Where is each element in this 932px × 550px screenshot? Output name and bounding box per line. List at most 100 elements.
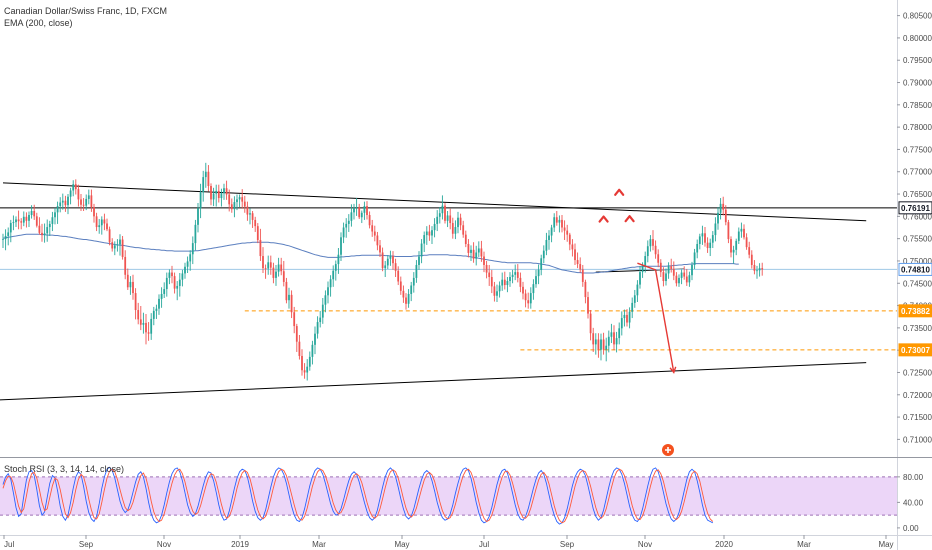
candle[interactable] — [436, 210, 439, 232]
candle[interactable] — [576, 252, 579, 269]
candle[interactable] — [360, 210, 363, 224]
candle[interactable] — [308, 351, 311, 371]
candle[interactable] — [548, 230, 550, 250]
candle[interactable] — [113, 241, 116, 256]
candle[interactable] — [386, 255, 389, 269]
candle[interactable] — [670, 258, 673, 273]
candle[interactable] — [727, 219, 730, 244]
candle[interactable] — [129, 276, 132, 295]
candle[interactable] — [540, 254, 543, 276]
candle[interactable] — [389, 250, 392, 266]
candle[interactable] — [25, 212, 28, 228]
candle[interactable] — [28, 211, 30, 228]
candle[interactable] — [90, 189, 93, 212]
candle[interactable] — [717, 206, 719, 230]
candle[interactable] — [350, 204, 353, 227]
candle[interactable] — [592, 327, 595, 352]
candle[interactable] — [490, 269, 493, 294]
candle[interactable] — [334, 260, 337, 281]
candle[interactable] — [366, 201, 368, 220]
candle[interactable] — [415, 260, 418, 283]
candle[interactable] — [381, 247, 384, 272]
candle[interactable] — [243, 195, 246, 213]
candle[interactable] — [259, 228, 262, 261]
candle[interactable] — [165, 272, 168, 297]
candle[interactable] — [646, 240, 649, 263]
candle[interactable] — [701, 225, 704, 245]
candle[interactable] — [706, 237, 709, 253]
candle[interactable] — [709, 238, 712, 257]
candle[interactable] — [316, 316, 319, 339]
candle[interactable] — [662, 267, 665, 287]
candle[interactable] — [197, 202, 199, 233]
candle[interactable] — [691, 261, 693, 281]
candle[interactable] — [327, 281, 329, 304]
candle[interactable] — [620, 311, 623, 336]
candle[interactable] — [438, 206, 441, 224]
candle[interactable] — [223, 183, 225, 200]
candle[interactable] — [46, 219, 49, 242]
candle[interactable] — [711, 231, 714, 249]
candle[interactable] — [173, 272, 176, 294]
candle[interactable] — [516, 264, 519, 283]
candle[interactable] — [290, 290, 293, 319]
candle[interactable] — [152, 306, 155, 326]
candle[interactable] — [714, 217, 717, 242]
candle[interactable] — [511, 269, 514, 284]
candle[interactable] — [574, 243, 576, 265]
candle[interactable] — [340, 232, 342, 261]
candle[interactable] — [571, 239, 574, 257]
candle[interactable] — [379, 239, 381, 257]
candle[interactable] — [41, 223, 43, 242]
candle[interactable] — [249, 208, 251, 225]
candle[interactable] — [277, 257, 280, 277]
candle[interactable] — [639, 265, 641, 289]
candle[interactable] — [176, 281, 179, 301]
candle[interactable] — [602, 332, 605, 355]
candle[interactable] — [732, 245, 735, 264]
candle[interactable] — [493, 281, 496, 302]
candle[interactable] — [311, 340, 314, 365]
candle[interactable] — [756, 265, 758, 279]
candle[interactable] — [477, 241, 480, 257]
candle[interactable] — [145, 314, 147, 345]
candle[interactable] — [597, 333, 600, 358]
candle[interactable] — [267, 255, 270, 275]
candle[interactable] — [555, 210, 558, 226]
candle[interactable] — [85, 194, 88, 211]
candle[interactable] — [155, 304, 158, 319]
candle[interactable] — [563, 220, 566, 240]
candle[interactable] — [615, 331, 618, 353]
candle[interactable] — [467, 239, 470, 258]
candle[interactable] — [98, 219, 101, 234]
candle[interactable] — [553, 213, 556, 232]
candle[interactable] — [392, 251, 394, 270]
candle[interactable] — [519, 272, 522, 293]
candle[interactable] — [126, 268, 129, 290]
candle[interactable] — [80, 194, 82, 211]
candle[interactable] — [82, 198, 85, 211]
candle[interactable] — [246, 201, 249, 221]
candle[interactable] — [207, 165, 210, 192]
candle[interactable] — [204, 162, 207, 188]
candle[interactable] — [230, 198, 233, 213]
candle[interactable] — [394, 258, 397, 278]
candle[interactable] — [399, 276, 402, 295]
candle[interactable] — [558, 215, 561, 233]
candle[interactable] — [256, 223, 259, 244]
candle[interactable] — [324, 290, 327, 313]
candle[interactable] — [568, 232, 571, 251]
candle[interactable] — [15, 216, 17, 228]
candle[interactable] — [54, 207, 56, 225]
candle[interactable] — [657, 249, 660, 268]
candle[interactable] — [132, 274, 134, 300]
candle[interactable] — [100, 216, 103, 235]
candle[interactable] — [485, 260, 488, 279]
candle[interactable] — [633, 289, 636, 308]
candle[interactable] — [550, 224, 553, 243]
candle[interactable] — [498, 281, 501, 298]
candle[interactable] — [428, 224, 431, 241]
candle[interactable] — [425, 226, 428, 245]
candle[interactable] — [410, 281, 413, 302]
candle[interactable] — [522, 281, 524, 300]
